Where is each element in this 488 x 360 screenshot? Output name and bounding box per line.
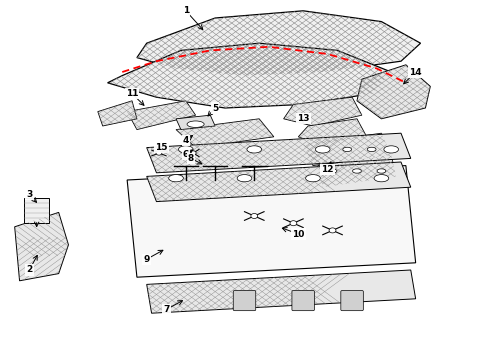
Ellipse shape (318, 147, 326, 152)
Text: 5: 5 (212, 104, 218, 113)
Polygon shape (127, 166, 415, 277)
Polygon shape (107, 43, 390, 108)
Text: 2: 2 (26, 266, 32, 275)
Text: 11: 11 (125, 89, 138, 98)
Circle shape (250, 213, 257, 219)
Polygon shape (283, 97, 361, 126)
Ellipse shape (383, 146, 398, 153)
Text: 10: 10 (291, 230, 304, 239)
Ellipse shape (237, 175, 251, 182)
Ellipse shape (327, 169, 336, 173)
Polygon shape (176, 119, 273, 148)
Ellipse shape (305, 175, 320, 182)
Text: 6: 6 (183, 150, 188, 159)
Text: 8: 8 (187, 154, 193, 163)
Ellipse shape (376, 169, 385, 173)
Ellipse shape (246, 146, 261, 153)
Ellipse shape (352, 169, 361, 173)
Polygon shape (146, 270, 415, 313)
Ellipse shape (186, 121, 204, 127)
Circle shape (328, 228, 335, 233)
Ellipse shape (168, 175, 183, 182)
Text: 4: 4 (182, 136, 189, 145)
Ellipse shape (342, 147, 351, 152)
Polygon shape (98, 101, 137, 126)
Ellipse shape (373, 175, 388, 182)
Text: 13: 13 (296, 114, 309, 123)
Text: 7: 7 (163, 305, 169, 314)
Polygon shape (298, 119, 366, 144)
Ellipse shape (366, 147, 375, 152)
Text: 1: 1 (183, 6, 188, 15)
Text: 14: 14 (408, 68, 421, 77)
FancyBboxPatch shape (233, 291, 255, 311)
FancyBboxPatch shape (340, 291, 363, 311)
Circle shape (190, 151, 196, 155)
Text: 9: 9 (143, 255, 150, 264)
Polygon shape (127, 101, 195, 130)
Text: 15: 15 (155, 143, 167, 152)
Text: 12: 12 (321, 165, 333, 174)
FancyBboxPatch shape (291, 291, 314, 311)
Polygon shape (356, 65, 429, 119)
Text: 3: 3 (26, 190, 32, 199)
Polygon shape (24, 198, 49, 223)
Circle shape (289, 221, 296, 226)
Polygon shape (303, 133, 390, 166)
Polygon shape (176, 115, 215, 130)
Polygon shape (146, 162, 410, 202)
Circle shape (156, 151, 162, 155)
Ellipse shape (178, 146, 193, 153)
Polygon shape (146, 133, 410, 173)
Polygon shape (15, 212, 68, 281)
Polygon shape (317, 155, 395, 187)
Ellipse shape (315, 146, 329, 153)
Polygon shape (137, 11, 420, 76)
